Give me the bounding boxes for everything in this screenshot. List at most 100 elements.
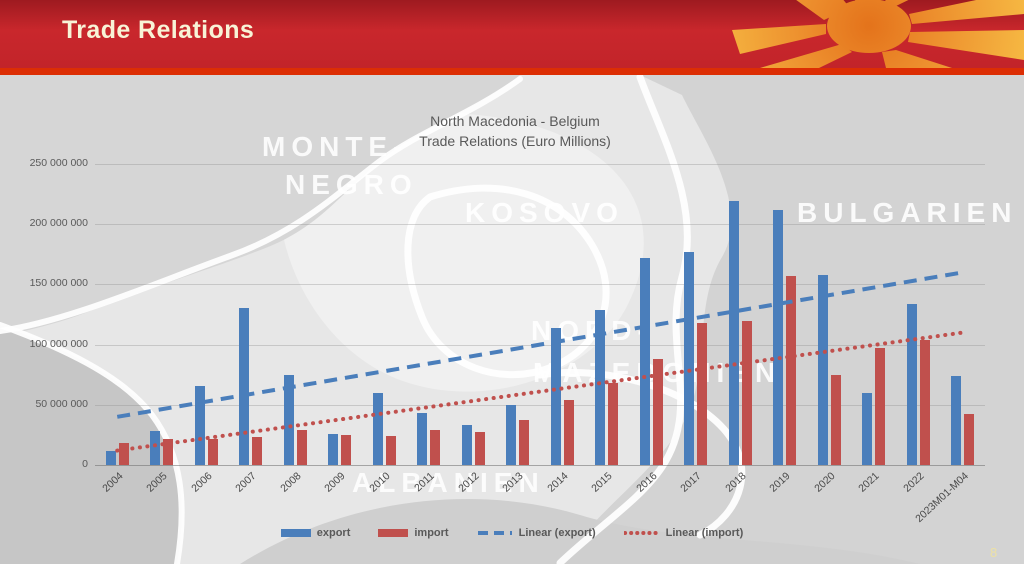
bar-export-2021	[862, 393, 873, 465]
bar-group-2014	[540, 328, 585, 465]
bar-group-2019	[763, 210, 808, 465]
macedonia-sun-icon	[732, 0, 1024, 68]
bar-group-2004	[95, 443, 140, 465]
chart-legend: export import Linear (export) Linear (impor…	[0, 527, 1024, 539]
bar-import-2004	[118, 443, 129, 465]
bar-group-2005	[140, 431, 185, 465]
map-label-montenegro-2: NEGRO	[285, 169, 418, 200]
bar-group-2023M01-M04	[941, 376, 986, 465]
map-label-bulgarien: BULGARIEN	[797, 197, 1018, 228]
chart-title-line2: Trade Relations (Euro Millions)	[419, 133, 611, 149]
bar-export-2006	[194, 386, 205, 465]
bar-export-2008	[283, 375, 294, 465]
bar-import-2012	[474, 432, 485, 465]
legend-label: Linear (export)	[518, 527, 596, 539]
gridline	[95, 224, 985, 226]
x-axis-line	[95, 465, 985, 466]
bar-import-2007	[252, 437, 263, 465]
bar-import-2021	[875, 348, 886, 465]
bar-export-2007	[239, 308, 250, 465]
map-label-mazedonien-1: NORD-	[531, 315, 653, 346]
bar-group-2008	[273, 375, 318, 465]
bar-group-2009	[318, 434, 363, 465]
legend-swatch-bar	[378, 529, 409, 537]
y-axis-label: 50 000 000	[35, 397, 88, 410]
legend-swatch-dotted	[623, 531, 660, 535]
bar-import-2022	[919, 340, 930, 465]
bar-export-2016	[639, 258, 650, 465]
gridline	[95, 284, 985, 286]
bar-group-2022	[896, 304, 941, 465]
y-axis-label: 200 000 000	[29, 217, 88, 230]
header-banner: Trade Relations	[0, 0, 1024, 68]
bar-import-2005	[163, 439, 174, 465]
bar-group-2012	[451, 425, 496, 465]
bar-group-2017	[674, 252, 719, 465]
gridline	[95, 404, 985, 406]
bar-import-2013	[519, 420, 530, 465]
bar-group-2015	[585, 310, 630, 465]
y-axis-label: 250 000 000	[29, 157, 88, 169]
bar-export-2013	[506, 405, 517, 465]
bar-import-2017	[697, 323, 708, 465]
y-axis-label: 100 000 000	[29, 337, 88, 350]
bar-export-2017	[684, 252, 695, 465]
bar-export-2020	[817, 275, 828, 465]
bar-export-2015	[595, 310, 606, 465]
bar-import-2010	[385, 436, 396, 465]
bar-group-2007	[229, 308, 274, 465]
map-background: MONTE-NEGROKOSOVOBULGARIENNORD-MAZEDONIE…	[0, 75, 1024, 564]
chart-title-line1: North Macedonia - Belgium	[430, 113, 600, 129]
bar-import-2016	[652, 359, 663, 465]
legend-label: export	[316, 527, 351, 539]
chart-title: North Macedonia - Belgium Trade Relation…	[315, 111, 715, 151]
map-label-montenegro-1: MONTE-	[262, 131, 409, 162]
bar-export-2004	[105, 451, 116, 465]
trendline-export	[116, 270, 964, 419]
legend-item-import: import	[378, 527, 449, 539]
plot-area: 2004 2005 2006 2007 2008 2009 2010 2011 2012 2013…	[95, 164, 986, 525]
bar-export-2014	[550, 328, 561, 465]
bar-import-2015	[608, 383, 619, 465]
bar-import-2009	[341, 435, 352, 465]
legend-item-export: export	[280, 527, 351, 539]
bar-group-2010	[362, 393, 407, 465]
bar-export-2005	[150, 431, 161, 465]
legend-item-linear-import-: Linear (import)	[623, 527, 744, 539]
bar-export-2011	[417, 413, 428, 465]
bar-import-2023M01-M04	[964, 414, 975, 465]
gridline	[95, 164, 985, 165]
bar-group-2021	[852, 348, 897, 465]
bar-export-2018	[728, 201, 739, 465]
bar-group-2006	[184, 386, 229, 465]
page-title: Trade Relations	[62, 16, 255, 44]
bar-import-2008	[296, 430, 307, 465]
bar-export-2023M01-M04	[951, 376, 962, 465]
bar-group-2018	[718, 201, 763, 465]
header-accent-strip	[0, 68, 1024, 75]
bar-group-2011	[407, 413, 452, 465]
slide-number: 8	[990, 545, 998, 560]
map-label-kosovo: KOSOVO	[465, 197, 624, 228]
y-axis-label: 0	[82, 458, 88, 470]
trendlines-layer	[115, 270, 965, 453]
bar-group-2016	[629, 258, 674, 465]
bar-import-2019	[786, 276, 797, 465]
bar-group-2013	[496, 405, 541, 465]
legend-label: import	[414, 527, 449, 539]
bar-import-2014	[563, 400, 574, 465]
legend-swatch-bar	[280, 529, 311, 537]
bar-export-2010	[372, 393, 383, 465]
bar-import-2020	[830, 375, 841, 465]
legend-swatch-dashed	[477, 531, 512, 535]
map-label-albanien: ALBANIEN	[352, 467, 545, 498]
bar-export-2019	[773, 210, 784, 465]
bar-import-2006	[207, 439, 218, 465]
bar-import-2018	[741, 321, 752, 465]
legend-label: Linear (import)	[665, 527, 744, 539]
bar-export-2012	[461, 425, 472, 465]
legend-item-linear-export-: Linear (export)	[477, 527, 596, 539]
trendline-import	[115, 330, 965, 453]
bar-import-2011	[430, 430, 441, 465]
